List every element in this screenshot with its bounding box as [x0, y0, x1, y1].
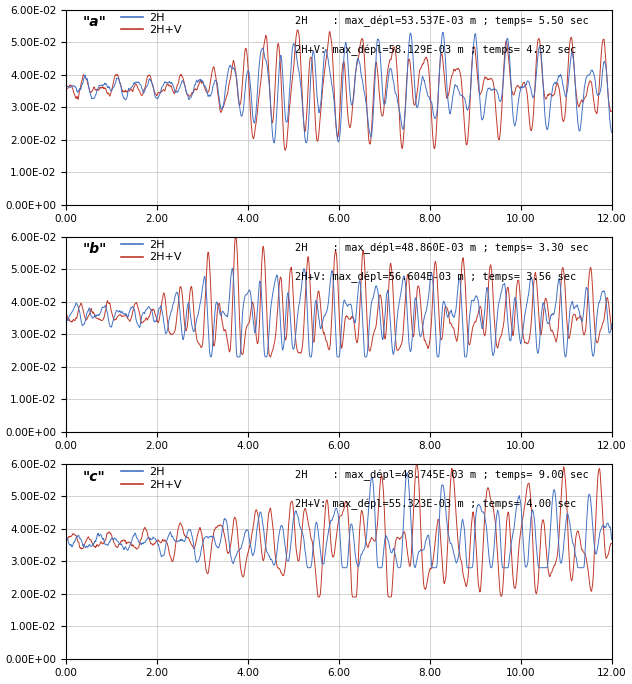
Text: 2H    : max_dépl=48.860E-03 m ; temps= 3.30 sec: 2H : max_dépl=48.860E-03 m ; temps= 3.30…: [295, 243, 589, 254]
2H: [187, 313, 195, 321]
2H: [63, 82, 70, 90]
2H: [243, 526, 250, 534]
2H: [187, 527, 195, 535]
2H: [608, 320, 616, 328]
2H+V: [425, 68, 433, 76]
2H: [234, 353, 242, 361]
Legend: 2H, 2H+V: 2H, 2H+V: [121, 13, 181, 36]
Text: 2H    : max_dépl=48.745E-03 m ; temps= 9.00 sec: 2H : max_dépl=48.745E-03 m ; temps= 9.00…: [295, 469, 589, 481]
2H+V: [63, 85, 70, 93]
2H+V: [234, 536, 242, 544]
Text: 2H+V: max_dépl=55.323E-03 m ; temps= 4.00 sec: 2H+V: max_dépl=55.323E-03 m ; temps= 4.0…: [295, 499, 576, 510]
Text: "b": "b": [83, 243, 107, 256]
2H+V: [413, 460, 420, 468]
2H: [234, 90, 242, 98]
2H+V: [425, 342, 433, 350]
Legend: 2H, 2H+V: 2H, 2H+V: [121, 240, 181, 263]
Legend: 2H, 2H+V: 2H, 2H+V: [121, 467, 181, 490]
2H: [561, 353, 569, 361]
2H: [405, 484, 413, 492]
2H: [405, 339, 413, 347]
2H: [482, 99, 489, 107]
2H: [608, 536, 616, 544]
2H+V: [608, 107, 616, 116]
2H: [270, 139, 277, 147]
2H+V: [187, 92, 195, 100]
Line: 2H+V: 2H+V: [66, 30, 612, 150]
2H+V: [187, 539, 195, 547]
2H: [243, 70, 250, 79]
2H: [481, 513, 489, 521]
2H: [234, 547, 242, 555]
2H+V: [243, 321, 251, 330]
Line: 2H: 2H: [66, 32, 612, 143]
2H: [228, 264, 236, 272]
2H+V: [482, 503, 489, 511]
Text: 2H+V: max_dépl=56.604E-03 m ; temps= 3.56 sec: 2H+V: max_dépl=56.604E-03 m ; temps= 3.5…: [295, 272, 576, 283]
2H: [425, 293, 432, 301]
2H: [425, 92, 432, 101]
2H: [405, 40, 413, 48]
2H+V: [482, 330, 489, 338]
2H: [243, 290, 251, 298]
2H+V: [243, 47, 250, 55]
Line: 2H: 2H: [66, 268, 612, 357]
2H+V: [187, 283, 195, 291]
2H+V: [482, 73, 489, 81]
2H+V: [608, 325, 616, 333]
Line: 2H: 2H: [66, 473, 612, 568]
2H+V: [425, 568, 433, 577]
2H+V: [63, 308, 70, 317]
2H: [425, 531, 432, 539]
2H+V: [295, 26, 302, 34]
2H+V: [234, 286, 242, 294]
2H: [63, 535, 70, 543]
2H: [574, 564, 582, 572]
2H+V: [405, 560, 413, 568]
2H+V: [232, 232, 240, 240]
Line: 2H+V: 2H+V: [66, 464, 612, 597]
2H: [187, 94, 195, 102]
2H: [403, 469, 411, 477]
2H+V: [608, 539, 616, 547]
2H+V: [234, 92, 242, 101]
2H: [439, 28, 446, 36]
2H: [63, 319, 70, 327]
Text: 2H    : max_dépl=53.537E-03 m ; temps= 5.50 sec: 2H : max_dépl=53.537E-03 m ; temps= 5.50…: [295, 16, 589, 27]
2H+V: [243, 555, 250, 563]
Line: 2H+V: 2H+V: [66, 236, 612, 357]
2H: [608, 129, 616, 137]
2H+V: [267, 353, 274, 361]
2H: [481, 305, 489, 313]
2H+V: [406, 55, 413, 64]
Text: "a": "a": [83, 16, 107, 29]
Text: 2H+V: max_dépl=58.129E-03 m ; temps= 4.32 sec: 2H+V: max_dépl=58.129E-03 m ; temps= 4.3…: [295, 44, 576, 56]
2H+V: [281, 146, 289, 155]
2H+V: [406, 282, 413, 291]
2H+V: [63, 537, 70, 545]
Text: "c": "c": [83, 469, 106, 484]
2H+V: [349, 593, 356, 601]
